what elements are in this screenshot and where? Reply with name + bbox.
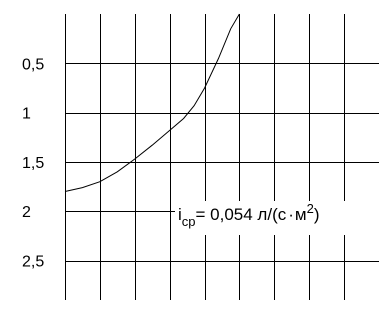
annotation-sub: ср xyxy=(182,214,196,229)
y-tick-label: 2,5 xyxy=(22,254,44,271)
annotation-background xyxy=(175,201,379,235)
y-tick-label: 0,5 xyxy=(22,56,44,73)
annotation: iср= 0,054 л/(с ·м2) xyxy=(175,201,379,235)
annotation-text: iср= 0,054 л/(с ·м2) xyxy=(178,201,320,229)
y-tick-label: 2 xyxy=(22,204,31,221)
grid xyxy=(65,14,379,300)
annotation-dot: · xyxy=(288,205,294,224)
series xyxy=(64,13,240,192)
y-tick-label: 1,5 xyxy=(22,155,44,172)
series-line xyxy=(64,13,240,192)
annotation-main: i xyxy=(178,205,182,224)
annotation-unit: м xyxy=(295,205,307,224)
y-tick-labels: 0,5 1 1,5 2 2,5 xyxy=(22,56,44,270)
annotation-body: = 0,054 л/(с xyxy=(196,205,287,224)
y-tick-label: 1 xyxy=(22,106,31,123)
annotation-close: ) xyxy=(314,205,320,224)
annotation-sup: 2 xyxy=(307,201,314,216)
